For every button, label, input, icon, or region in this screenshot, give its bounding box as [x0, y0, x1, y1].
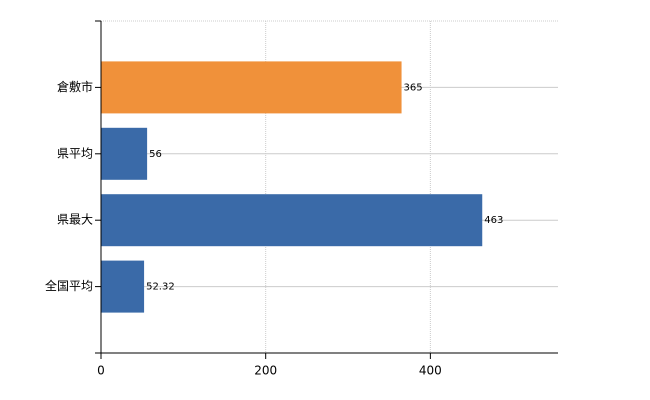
y-tick-label: 倉敷市 [57, 79, 93, 94]
bar [101, 127, 148, 180]
y-tick-label: 全国平均 [45, 278, 93, 293]
x-tick-label: 200 [254, 364, 277, 378]
value-label: 56 [149, 149, 162, 160]
bar [101, 194, 483, 247]
x-tick-label: 400 [419, 364, 442, 378]
value-label: 365 [404, 82, 423, 93]
value-label: 463 [484, 215, 503, 226]
value-label: 52.32 [146, 282, 175, 293]
bar [101, 260, 145, 313]
x-tick-label: 0 [97, 364, 105, 378]
bar [101, 61, 402, 114]
y-tick-label: 県平均 [57, 146, 93, 160]
y-tick-label: 県最大 [57, 213, 93, 227]
